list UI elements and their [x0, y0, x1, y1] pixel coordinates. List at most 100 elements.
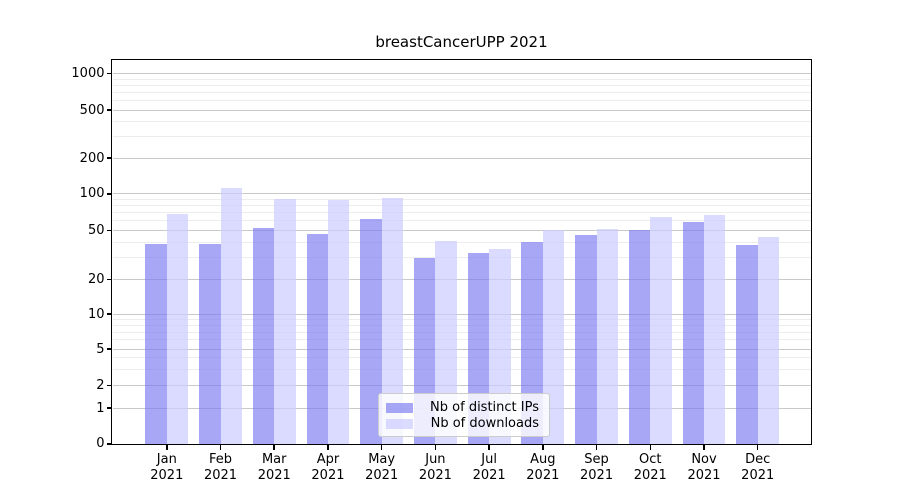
x-tick-label: Jul 2021 [459, 452, 519, 484]
gridline-major [112, 278, 811, 280]
x-tick-year: 2021 [741, 467, 775, 483]
gridline-minor [112, 257, 811, 259]
x-tick-label: May 2021 [352, 452, 412, 484]
gridline-minor [112, 78, 811, 80]
x-tick-mark [649, 445, 652, 450]
y-tick-mark [107, 193, 112, 195]
bar-distinct-ips-apr [306, 233, 328, 444]
bar-downloads-aug [542, 230, 565, 444]
gridline-minor [112, 212, 811, 214]
gridline-major [112, 385, 811, 386]
x-tick-month: Jul [481, 451, 497, 467]
y-tick-label: 5 [96, 341, 105, 357]
y-tick-mark [107, 109, 112, 111]
chart-title: breastCancerUPP 2021 [375, 33, 548, 51]
x-tick-year: 2021 [150, 467, 184, 483]
bar-downloads-mar [274, 198, 296, 444]
x-tick-year: 2021 [311, 467, 345, 483]
gridline-major [112, 73, 811, 74]
x-tick-mark [219, 445, 222, 450]
gridline-minor [112, 84, 811, 86]
y-tick-label: 1000 [71, 66, 105, 81]
gridline-major [112, 109, 811, 111]
bar-distinct-ips-nov [682, 222, 704, 444]
x-tick-month: Feb [209, 451, 233, 467]
legend-swatch-distinct-ips [386, 402, 413, 413]
x-tick-label: Apr 2021 [298, 452, 358, 484]
y-tick-mark [107, 443, 112, 445]
gridline-minor [112, 324, 811, 326]
gridline-minor [112, 331, 811, 333]
x-tick-label: Dec 2021 [728, 452, 788, 484]
gridline-minor [112, 241, 811, 243]
gridline-minor [112, 198, 811, 200]
bar-distinct-ips-jan [145, 243, 167, 444]
x-tick-mark [380, 445, 383, 450]
gridline-minor [112, 121, 811, 123]
gridline-minor [112, 220, 811, 222]
y-tick-label: 1 [96, 400, 105, 416]
x-tick-month: Mar [261, 451, 287, 467]
legend-label-distinct-ips: Nb of distinct IPs [430, 400, 539, 415]
y-tick-label: 10 [87, 306, 105, 322]
y-tick-mark [107, 313, 112, 315]
bar-distinct-ips-mar [252, 228, 275, 444]
gridline-major [112, 313, 811, 315]
x-tick-month: Oct [639, 451, 662, 467]
gridline-minor [112, 91, 811, 93]
x-tick-label: Jun 2021 [405, 452, 465, 484]
bar-distinct-ips-sep [575, 234, 597, 444]
x-tick-year: 2021 [633, 467, 667, 483]
gridline-minor [112, 99, 811, 101]
x-tick-mark [488, 445, 490, 450]
x-tick-year: 2021 [687, 467, 721, 483]
legend-swatch-downloads [386, 418, 413, 429]
x-tick-month: Nov [691, 451, 717, 467]
x-tick-year: 2021 [526, 467, 560, 483]
x-tick-label: Nov 2021 [674, 452, 734, 484]
bar-downloads-dec [757, 237, 780, 444]
bar-downloads-apr [327, 199, 350, 444]
y-tick-mark [107, 278, 112, 281]
x-tick-label: Feb 2021 [191, 452, 251, 484]
x-tick-mark [542, 445, 544, 450]
gridline-major [112, 193, 811, 195]
x-tick-year: 2021 [472, 467, 506, 483]
x-tick-label: Mar 2021 [244, 452, 304, 484]
y-tick-label: 200 [79, 150, 105, 166]
legend-item-downloads: Nb of downloads [386, 416, 539, 431]
gridline-major [112, 348, 811, 350]
x-tick-mark [273, 445, 275, 450]
bar-downloads-oct [650, 217, 672, 444]
bar-distinct-ips-may [360, 218, 382, 444]
bar-distinct-ips-oct [628, 230, 651, 444]
x-tick-year: 2021 [418, 467, 452, 483]
gridline-minor [112, 357, 811, 359]
legend: Nb of distinct IPs Nb of downloads [378, 393, 550, 437]
y-tick-mark [107, 229, 112, 232]
x-tick-label: Aug 2021 [513, 452, 573, 484]
y-tick-label: 100 [79, 186, 105, 202]
gridline-minor [112, 136, 811, 138]
x-tick-month: Aug [530, 451, 556, 467]
y-tick-mark [107, 407, 112, 409]
gridline-minor [112, 368, 811, 370]
x-tick-label: Sep 2021 [567, 452, 627, 484]
x-tick-month: Jan [156, 451, 177, 467]
y-tick-label: 2 [96, 378, 105, 393]
y-tick-mark [107, 72, 112, 75]
gridline-minor [112, 339, 811, 341]
x-tick-mark [327, 445, 329, 450]
x-tick-month: Jun [425, 451, 446, 467]
legend-item-distinct-ips: Nb of distinct IPs [386, 400, 539, 415]
bar-distinct-ips-dec [736, 244, 758, 444]
bar-downloads-sep [596, 229, 618, 444]
legend-label-downloads: Nb of downloads [430, 416, 539, 431]
x-tick-label: Jan 2021 [137, 452, 197, 484]
gridline-major [112, 229, 811, 231]
y-tick-mark [107, 348, 112, 350]
x-tick-mark [756, 445, 759, 450]
y-tick-label: 500 [79, 102, 105, 118]
x-tick-mark [434, 445, 437, 450]
